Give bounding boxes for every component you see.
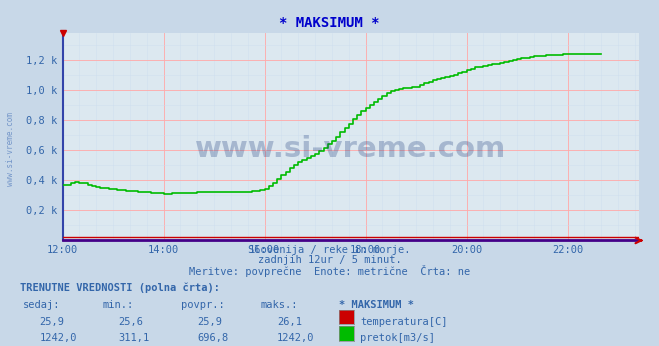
Text: maks.:: maks.: — [260, 300, 298, 310]
Text: sedaj:: sedaj: — [23, 300, 61, 310]
Text: www.si-vreme.com: www.si-vreme.com — [195, 135, 507, 163]
Text: 25,9: 25,9 — [40, 317, 65, 327]
Text: 311,1: 311,1 — [119, 333, 150, 343]
Text: 25,9: 25,9 — [198, 317, 223, 327]
Text: 26,1: 26,1 — [277, 317, 302, 327]
Text: www.si-vreme.com: www.si-vreme.com — [6, 112, 15, 186]
Text: * MAKSIMUM *: * MAKSIMUM * — [339, 300, 415, 310]
Text: Slovenija / reke in morje.: Slovenija / reke in morje. — [248, 245, 411, 255]
Text: pretok[m3/s]: pretok[m3/s] — [360, 333, 436, 343]
Text: povpr.:: povpr.: — [181, 300, 225, 310]
Text: Meritve: povprečne  Enote: metrične  Črta: ne: Meritve: povprečne Enote: metrične Črta:… — [189, 265, 470, 277]
Text: * MAKSIMUM *: * MAKSIMUM * — [279, 16, 380, 29]
Text: TRENUTNE VREDNOSTI (polna črta):: TRENUTNE VREDNOSTI (polna črta): — [20, 283, 219, 293]
Text: 1242,0: 1242,0 — [40, 333, 77, 343]
Text: 25,6: 25,6 — [119, 317, 144, 327]
Text: min.:: min.: — [102, 300, 133, 310]
Text: 696,8: 696,8 — [198, 333, 229, 343]
Text: zadnjih 12ur / 5 minut.: zadnjih 12ur / 5 minut. — [258, 255, 401, 265]
Text: temperatura[C]: temperatura[C] — [360, 317, 448, 327]
Text: 1242,0: 1242,0 — [277, 333, 314, 343]
